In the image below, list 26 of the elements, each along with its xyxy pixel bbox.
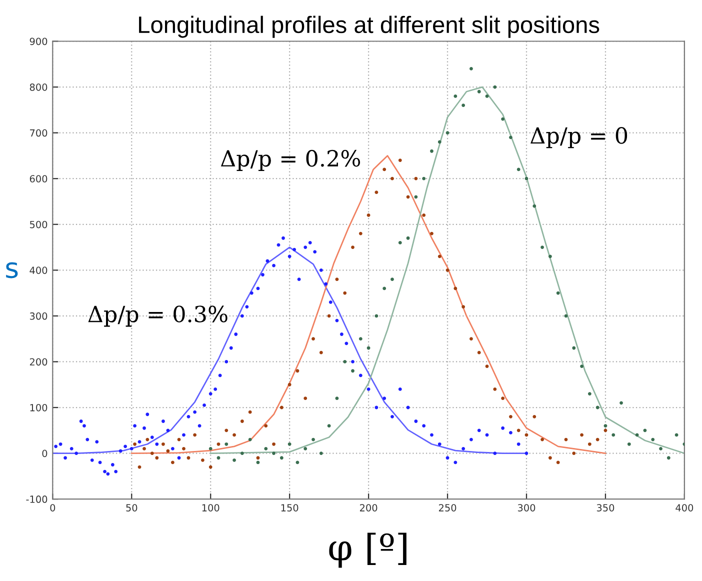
x-tick-label: 300	[518, 504, 536, 512]
x-axis-title: φ [º]	[329, 532, 406, 568]
y-tick-label: 200	[30, 358, 48, 366]
x-tick-label: 150	[281, 504, 298, 512]
y-tick-label: 100	[30, 404, 48, 412]
annotation: Δp/p = 0.2%	[220, 150, 360, 172]
y-axis-title: s	[6, 262, 18, 278]
annotation: Δp/p = 0	[530, 127, 628, 148]
chart-title: Longitudinal profiles at different slit positions	[139, 16, 600, 38]
y-tick-label: 500	[30, 220, 48, 228]
y-tick-label: 800	[30, 84, 48, 91]
x-tick-label: 200	[360, 504, 378, 512]
x-tick-label: 100	[202, 504, 220, 512]
annotation: Δp/p = 0.3%	[88, 306, 228, 327]
x-tick-label: 50	[126, 504, 138, 512]
y-tick-label: 700	[30, 129, 48, 137]
x-tick-label: 350	[596, 504, 614, 512]
y-tick-label: 400	[30, 266, 48, 274]
x-tick-label: 400	[676, 504, 694, 512]
y-tick-label: -100	[26, 496, 48, 503]
y-tick-label: 0	[42, 450, 48, 458]
x-tick-label: 250	[438, 504, 456, 512]
y-tick-label: 900	[30, 38, 48, 46]
x-tick-label: 0	[50, 504, 56, 512]
y-tick-label: 600	[30, 175, 48, 182]
y-tick-label: 300	[30, 312, 48, 320]
